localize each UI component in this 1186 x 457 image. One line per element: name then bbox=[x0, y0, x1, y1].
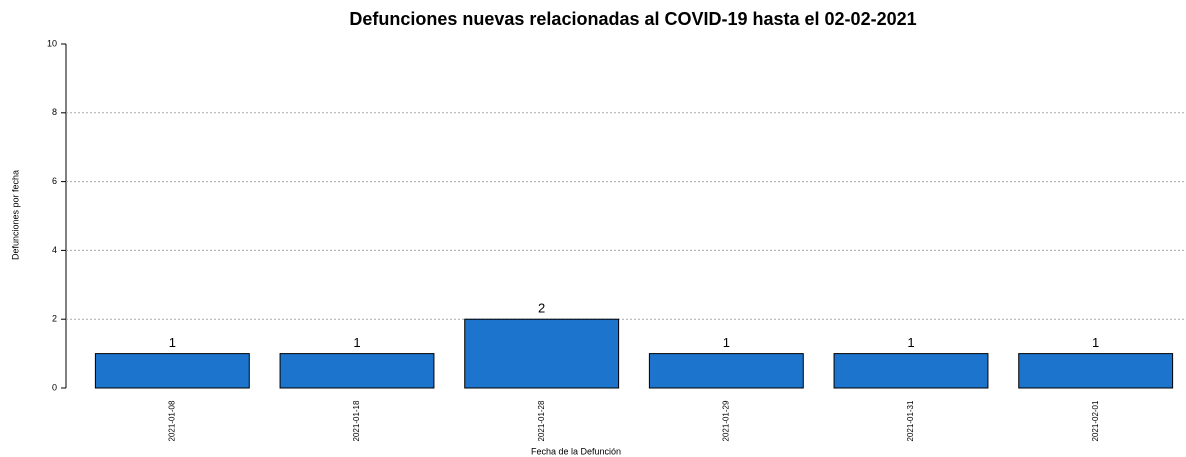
data-label: 1 bbox=[907, 335, 914, 350]
data-label: 2 bbox=[538, 301, 545, 316]
data-label: 1 bbox=[723, 335, 730, 350]
x-tick-label: 2021-01-31 bbox=[906, 400, 915, 441]
x-tick-label: 2021-02-01 bbox=[1091, 400, 1100, 441]
x-tick-label: 2021-01-28 bbox=[537, 400, 546, 441]
y-tick-label: 0 bbox=[52, 382, 57, 392]
x-tick-label: 2021-01-08 bbox=[167, 400, 176, 441]
data-label: 1 bbox=[353, 335, 360, 350]
bar bbox=[648, 353, 804, 389]
y-tick-label: 2 bbox=[52, 314, 57, 324]
bar bbox=[464, 318, 620, 389]
bar bbox=[1018, 353, 1174, 389]
x-axis-label: Fecha de la Defunción bbox=[531, 446, 621, 456]
y-tick-label: 6 bbox=[52, 176, 57, 186]
y-tick-label: 10 bbox=[47, 38, 57, 48]
x-tick-label: 2021-01-18 bbox=[352, 400, 361, 441]
bar bbox=[94, 353, 250, 389]
data-label: 1 bbox=[1092, 335, 1099, 350]
y-axis-label: Defunciones por fecha bbox=[10, 170, 20, 260]
bar bbox=[833, 353, 989, 389]
y-tick-label: 8 bbox=[52, 107, 57, 117]
x-tick-label: 2021-01-29 bbox=[721, 400, 730, 441]
bar bbox=[279, 353, 435, 389]
chart-title: Defunciones nuevas relacionadas al COVID… bbox=[349, 9, 916, 29]
data-label: 1 bbox=[169, 335, 176, 350]
y-tick-label: 4 bbox=[52, 245, 57, 255]
